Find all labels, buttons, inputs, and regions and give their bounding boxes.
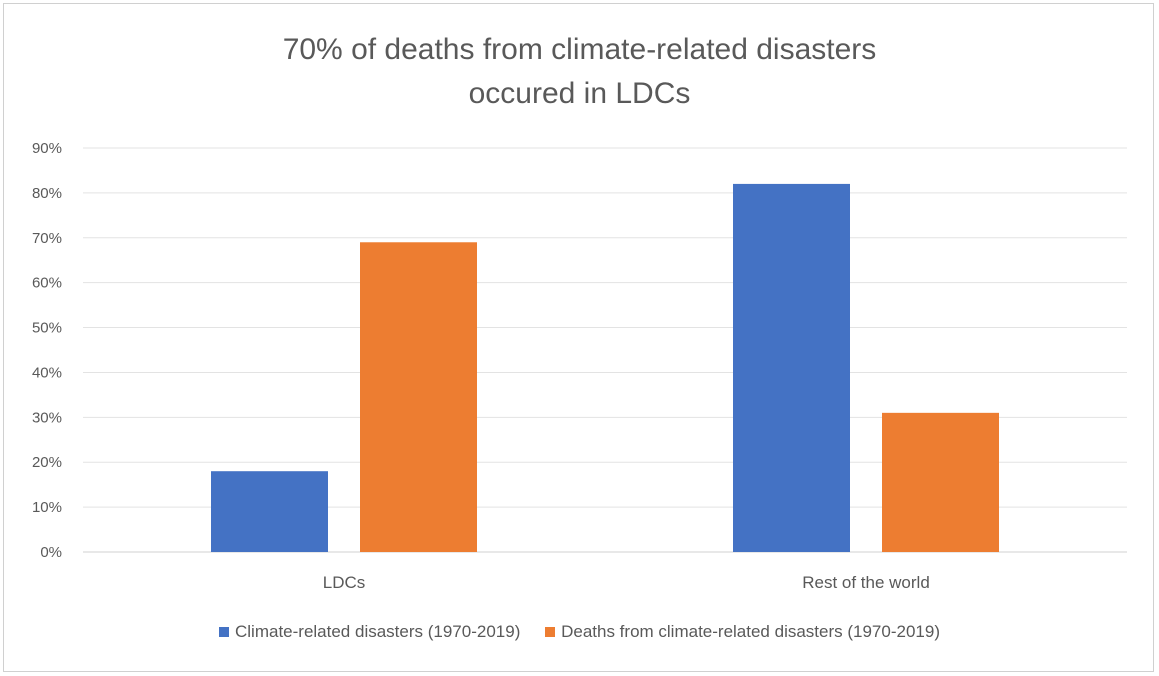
y-tick-label: 60% [32, 275, 62, 292]
y-tick-label: 10% [32, 499, 62, 516]
y-tick-label: 30% [32, 409, 62, 426]
legend-swatch-climate-disasters [219, 627, 229, 637]
y-tick-label: 40% [32, 364, 62, 381]
x-category-label: Rest of the world [802, 573, 930, 592]
y-tick-label: 70% [32, 230, 62, 247]
legend-label-climate-disasters: Climate-related disasters (1970-2019) [235, 622, 521, 641]
bar-deaths-1 [882, 412, 999, 552]
legend-item-climate-disasters: Climate-related disasters (1970-2019) [219, 622, 520, 642]
chart-title-line-1: 70% of deaths from climate-related disas… [282, 33, 877, 66]
x-category-label: LDCs [323, 573, 366, 592]
bar-climate-disasters-1 [733, 183, 850, 552]
chart-title: 70% of deaths from climate-related disas… [0, 28, 1159, 116]
chart-frame [3, 3, 1154, 672]
y-tick-label: 0% [40, 544, 62, 561]
bar-climate-disasters-0 [211, 471, 328, 552]
y-tick-label: 80% [32, 185, 62, 202]
chart-legend: Climate-related disasters (1970-2019) De… [0, 622, 1159, 642]
bar-deaths-0 [360, 242, 477, 552]
y-tick-label: 50% [32, 320, 62, 337]
chart-title-line-2: occured in LDCs [468, 77, 691, 110]
legend-label-deaths: Deaths from climate-related disasters (1… [561, 622, 940, 641]
legend-swatch-deaths [545, 627, 556, 637]
y-tick-label: 90% [32, 140, 62, 157]
y-tick-label: 20% [32, 454, 62, 471]
legend-item-deaths: Deaths from climate-related disasters (1… [545, 622, 940, 642]
